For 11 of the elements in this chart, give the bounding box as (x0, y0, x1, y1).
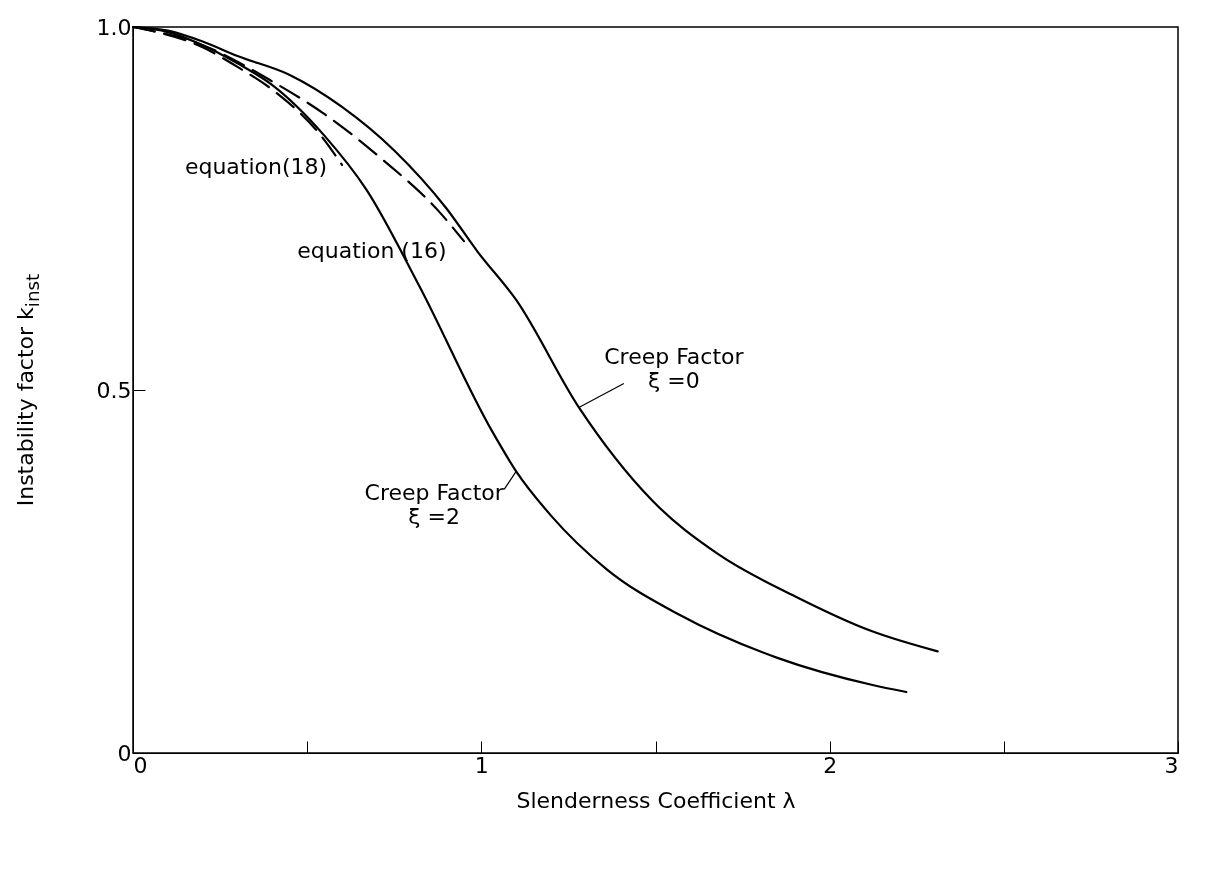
series-label: equation (16) (297, 238, 447, 264)
series-label: equation(18) (184, 153, 328, 179)
x-tick-label: 3 (1164, 752, 1179, 778)
x-tick-label: 2 (823, 752, 838, 778)
y-tick-label: 0.5 (96, 377, 132, 403)
y-tick-label: 1.0 (96, 14, 132, 40)
x-axis-title: Slenderness Coefficient λ (516, 787, 796, 813)
legend-label: Creep Factor ξ =2 (364, 480, 505, 530)
x-tick-label: 0 (133, 752, 148, 778)
x-tick-label: 1 (474, 752, 489, 778)
series-label: Creep Factor ξ =0 (604, 344, 745, 394)
